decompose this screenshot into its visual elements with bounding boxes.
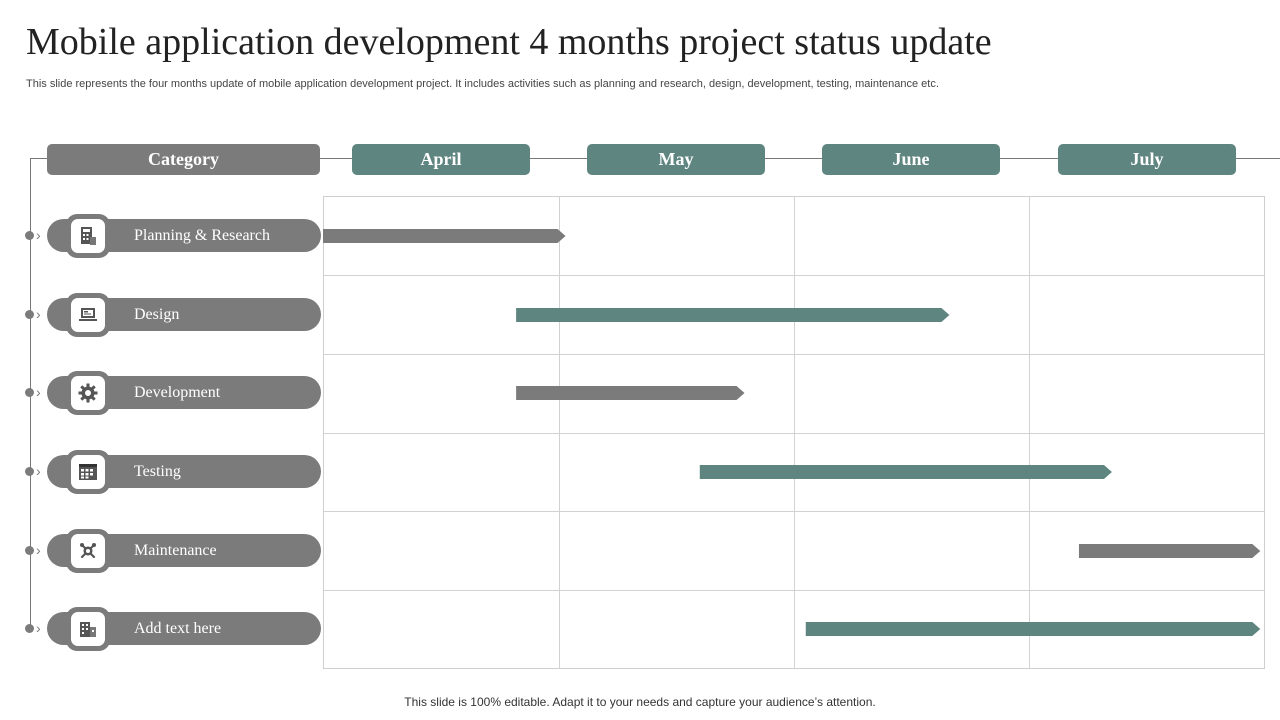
slide-subtitle: This slide represents the four months up…: [26, 78, 939, 90]
category-header: Category: [47, 144, 320, 175]
connector-dot: [25, 388, 34, 397]
grid-row-line: [324, 511, 1264, 512]
chevron-right-icon: ›: [36, 463, 41, 479]
connector-dot: [25, 546, 34, 555]
grid-column-line: [559, 197, 560, 668]
grid-row-line: [324, 590, 1264, 591]
category-row-planning-research: › Planning & Research: [0, 214, 325, 258]
laptop-icon: [71, 298, 105, 332]
month-header-april: April: [352, 144, 530, 175]
connector-dot: [25, 624, 34, 633]
chevron-right-icon: ›: [36, 227, 41, 243]
grid-column-line: [794, 197, 795, 668]
connector-dot: [25, 310, 34, 319]
connector-dot: [25, 231, 34, 240]
category-row-testing: › Testing: [0, 450, 325, 494]
slide-title: Mobile application development 4 months …: [26, 21, 992, 63]
category-label: Development: [134, 384, 221, 401]
category-label: Planning & Research: [134, 227, 270, 244]
month-header-july: July: [1058, 144, 1236, 175]
calculator-icon: [71, 219, 105, 253]
category-label: Maintenance: [134, 542, 217, 559]
building-icon: [71, 612, 105, 646]
chevron-right-icon: ›: [36, 306, 41, 322]
chevron-right-icon: ›: [36, 542, 41, 558]
category-label: Testing: [134, 463, 181, 480]
gantt-grid: [323, 196, 1265, 669]
gear-icon: [71, 376, 105, 410]
category-label: Add text here: [134, 620, 222, 637]
category-row-development: › Development: [0, 371, 325, 415]
chevron-right-icon: ›: [36, 620, 41, 636]
grid-row-line: [324, 354, 1264, 355]
category-label: Design: [134, 306, 180, 323]
connector-dot: [25, 467, 34, 476]
month-header-may: May: [587, 144, 765, 175]
category-row-add-text: › Add text here: [0, 607, 325, 651]
grid-row-line: [324, 275, 1264, 276]
category-row-design: › Design: [0, 293, 325, 337]
chevron-right-icon: ›: [36, 384, 41, 400]
slide-footer: This slide is 100% editable. Adapt it to…: [404, 695, 876, 709]
wrench-gear-icon: [71, 534, 105, 568]
grid-column-line: [1029, 197, 1030, 668]
grid-row-line: [324, 433, 1264, 434]
calendar-grid-icon: [71, 455, 105, 489]
category-row-maintenance: › Maintenance: [0, 529, 325, 573]
month-header-june: June: [822, 144, 1000, 175]
